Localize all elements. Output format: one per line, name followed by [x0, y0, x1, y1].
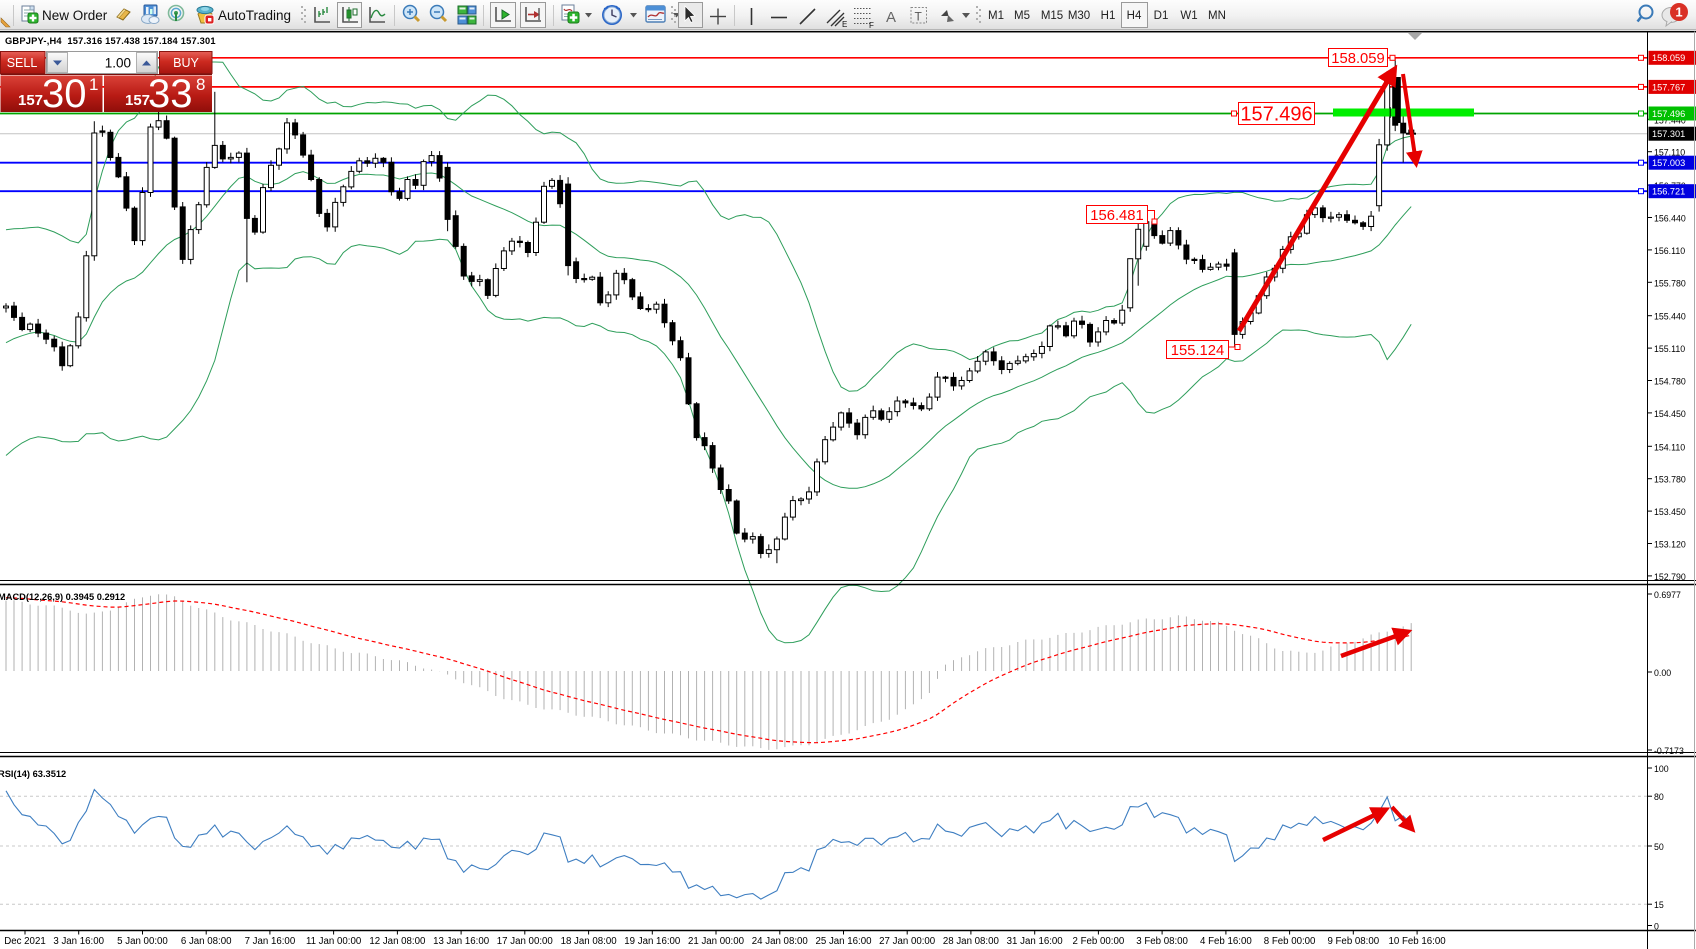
svg-text:6 Jan 08:00: 6 Jan 08:00 — [181, 936, 232, 947]
svg-text:154.450: 154.450 — [1654, 409, 1686, 419]
svg-text:27 Jan 00:00: 27 Jan 00:00 — [879, 936, 936, 947]
svg-text:152.790: 152.790 — [1654, 572, 1686, 582]
svg-text:15: 15 — [1654, 900, 1664, 910]
svg-text:153.780: 153.780 — [1654, 475, 1686, 485]
svg-text:0.6977: 0.6977 — [1654, 590, 1681, 600]
svg-text:24 Jan 08:00: 24 Jan 08:00 — [752, 936, 809, 947]
svg-text:8: 8 — [196, 75, 205, 94]
svg-text:A: A — [886, 9, 896, 26]
svg-text:8 Feb 00:00: 8 Feb 00:00 — [1264, 936, 1316, 947]
svg-text:157: 157 — [125, 92, 150, 109]
svg-text:31 Jan 16:00: 31 Jan 16:00 — [1007, 936, 1064, 947]
svg-text:156.440: 156.440 — [1654, 214, 1686, 224]
svg-text:0: 0 — [1654, 922, 1659, 932]
svg-text:H4: H4 — [1127, 10, 1142, 22]
svg-text:33: 33 — [148, 72, 193, 116]
svg-text:9 Feb 08:00: 9 Feb 08:00 — [1327, 936, 1379, 947]
svg-text:5 Jan 00:00: 5 Jan 00:00 — [117, 936, 168, 947]
svg-text:M1: M1 — [988, 10, 1004, 22]
svg-text:153.120: 153.120 — [1654, 540, 1686, 550]
svg-text:7 Jan 16:00: 7 Jan 16:00 — [245, 936, 296, 947]
svg-text:T: T — [915, 10, 923, 24]
svg-text:3 Feb 08:00: 3 Feb 08:00 — [1136, 936, 1188, 947]
svg-text:157.301: 157.301 — [1652, 129, 1685, 139]
svg-text:157.767: 157.767 — [1652, 82, 1685, 92]
svg-text:1.00: 1.00 — [105, 56, 131, 71]
svg-text:D1: D1 — [1154, 10, 1169, 22]
svg-text:RSI(14) 63.3512: RSI(14) 63.3512 — [0, 769, 66, 779]
svg-text:155.124: 155.124 — [1171, 343, 1225, 359]
svg-text:MN: MN — [1208, 10, 1226, 22]
svg-text:BUY: BUY — [173, 56, 199, 70]
svg-text:11 Jan 00:00: 11 Jan 00:00 — [306, 936, 362, 947]
svg-text:M30: M30 — [1068, 10, 1090, 22]
svg-text:156.110: 156.110 — [1654, 246, 1685, 256]
svg-text:10 Feb 16:00: 10 Feb 16:00 — [1389, 936, 1447, 947]
svg-text:1: 1 — [89, 75, 98, 94]
svg-text:157.496: 157.496 — [1240, 103, 1312, 125]
svg-text:1: 1 — [1675, 5, 1682, 20]
svg-text:M15: M15 — [1041, 10, 1063, 22]
svg-text:30: 30 — [42, 72, 87, 116]
svg-text:158.059: 158.059 — [1652, 53, 1685, 63]
svg-text:158.059: 158.059 — [1331, 51, 1385, 67]
svg-text:156.721: 156.721 — [1652, 187, 1685, 197]
svg-text:80: 80 — [1654, 792, 1664, 802]
svg-text:0.00: 0.00 — [1654, 668, 1671, 678]
svg-text:18 Jan 08:00: 18 Jan 08:00 — [561, 936, 618, 947]
svg-text:157: 157 — [18, 92, 43, 109]
svg-text:154.110: 154.110 — [1654, 442, 1685, 452]
svg-text:28 Jan 08:00: 28 Jan 08:00 — [943, 936, 1000, 947]
svg-text:Dec 2021: Dec 2021 — [4, 936, 45, 947]
svg-text:25 Jan 16:00: 25 Jan 16:00 — [815, 936, 872, 947]
svg-text:4 Feb 16:00: 4 Feb 16:00 — [1200, 936, 1252, 947]
svg-text:155.110: 155.110 — [1654, 344, 1685, 354]
svg-text:13 Jan 16:00: 13 Jan 16:00 — [433, 936, 490, 947]
svg-text:153.450: 153.450 — [1654, 507, 1686, 517]
svg-text:W1: W1 — [1180, 10, 1197, 22]
svg-text:E: E — [842, 20, 847, 29]
svg-text:156.481: 156.481 — [1090, 208, 1144, 224]
svg-text:GBPJPY-,H4 157.316 157.438 15: GBPJPY-,H4 157.316 157.438 157.184 157.3… — [5, 36, 216, 46]
svg-text:3 Jan 16:00: 3 Jan 16:00 — [53, 936, 104, 947]
svg-text:New Order: New Order — [42, 8, 108, 23]
svg-text:50: 50 — [1654, 842, 1664, 852]
svg-text:21 Jan 00:00: 21 Jan 00:00 — [688, 936, 745, 947]
svg-text:12 Jan 08:00: 12 Jan 08:00 — [369, 936, 426, 947]
svg-text:2 Feb 00:00: 2 Feb 00:00 — [1073, 936, 1125, 947]
svg-text:17 Jan 00:00: 17 Jan 00:00 — [497, 936, 554, 947]
svg-text:157.110: 157.110 — [1654, 148, 1685, 158]
svg-text:154.780: 154.780 — [1654, 377, 1686, 387]
svg-text:M5: M5 — [1014, 10, 1030, 22]
svg-text:H1: H1 — [1101, 10, 1116, 22]
svg-text:F: F — [869, 21, 874, 30]
svg-text:157.003: 157.003 — [1652, 158, 1685, 168]
svg-text:-0.7173: -0.7173 — [1654, 746, 1684, 756]
svg-text:100: 100 — [1654, 764, 1669, 774]
svg-text:157.496: 157.496 — [1652, 109, 1685, 119]
svg-text:SELL: SELL — [7, 56, 38, 70]
svg-text:MACD(12,26,9) 0.3945 0.2912: MACD(12,26,9) 0.3945 0.2912 — [0, 592, 125, 602]
svg-text:AutoTrading: AutoTrading — [218, 8, 291, 23]
svg-text:155.780: 155.780 — [1654, 278, 1686, 288]
svg-text:155.440: 155.440 — [1654, 312, 1686, 322]
svg-text:19 Jan 16:00: 19 Jan 16:00 — [624, 936, 681, 947]
